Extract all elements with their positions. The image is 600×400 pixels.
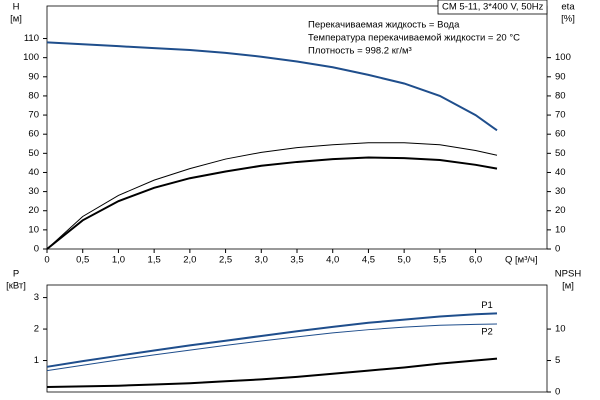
y-tick-label: 60 (28, 129, 39, 140)
x-tick-label: 0 (44, 255, 49, 266)
y-tick-label: 100 (23, 52, 39, 63)
x-tick-label: 2,0 (183, 255, 196, 266)
x-tick-label: 6,0 (469, 255, 482, 266)
y-tick-label: 0 (34, 244, 39, 255)
curve (46, 357, 498, 388)
y-axis-label: P (13, 269, 19, 280)
y2-tick-label: 0 (555, 244, 560, 255)
y2-tick-label: 10 (555, 224, 566, 235)
x-tick-label: 1,5 (148, 255, 161, 266)
y2-axis-label: eta (561, 2, 575, 13)
curve (46, 312, 498, 368)
y2-tick-label: 90 (555, 71, 566, 82)
y2-tick-label: 60 (555, 129, 566, 140)
y2-axis-label: [м] (562, 281, 574, 292)
x-tick-label: 5,5 (433, 255, 446, 266)
x-tick-label: 1,0 (112, 255, 125, 266)
curve (46, 41, 498, 132)
y-axis-label: H (13, 2, 20, 13)
y-tick-label: 50 (28, 148, 39, 159)
x-tick-label: 3,5 (290, 255, 303, 266)
model-box (437, 0, 548, 15)
info-text: Температура перекачиваемой жидкости = 20… (308, 33, 520, 44)
y2-tick-label: 50 (555, 148, 566, 159)
y2-axis-label: [%] (561, 14, 575, 25)
y-tick-label: 90 (28, 71, 39, 82)
y-tick-label: 2 (34, 324, 39, 335)
model-label: CM 5-11, 3*400 V, 50Hz (442, 2, 544, 13)
y-tick-label: 30 (28, 186, 39, 197)
curve (46, 142, 498, 250)
x-tick-label: 2,5 (219, 255, 232, 266)
y-tick-label: 40 (28, 167, 39, 178)
y2-tick-label: 20 (555, 205, 566, 216)
x-axis-label: Q [м³/ч] (505, 255, 538, 266)
x-tick-label: 4,0 (326, 255, 339, 266)
x-tick-label: 4,5 (362, 255, 375, 266)
y-tick-label: 1 (34, 355, 39, 366)
curve (46, 323, 498, 372)
y2-tick-label: 30 (555, 186, 566, 197)
series-label: P2 (481, 327, 493, 338)
y-axis-label: [м] (10, 14, 22, 25)
y-axis-label: [кВт] (6, 281, 26, 292)
y-tick-label: 110 (24, 33, 39, 44)
y-tick-label: 20 (28, 205, 39, 216)
y2-tick-label: 40 (555, 167, 566, 178)
series-label: P1 (481, 300, 493, 311)
y-tick-label: 3 (34, 292, 39, 303)
y-tick-label: 80 (28, 90, 39, 101)
curve (46, 156, 498, 250)
y2-tick-label: 70 (555, 110, 566, 121)
y2-tick-label: 10 (555, 324, 566, 335)
x-tick-label: 5,0 (398, 255, 411, 266)
plot-frame (46, 284, 548, 393)
info-text: Перекачиваемая жидкость = Вода (308, 20, 460, 31)
y2-axis-label: NPSH (555, 269, 582, 280)
y2-tick-label: 5 (555, 355, 560, 366)
y2-tick-label: 100 (555, 52, 571, 63)
x-tick-label: 0,5 (76, 255, 89, 266)
info-text: Плотность = 998.2 кг/м³ (308, 46, 412, 57)
y-tick-label: 70 (28, 110, 39, 121)
x-tick-label: 3,0 (255, 255, 268, 266)
y2-tick-label: 80 (555, 90, 566, 101)
y2-tick-label: 0 (555, 387, 560, 398)
y-tick-label: 10 (28, 224, 39, 235)
